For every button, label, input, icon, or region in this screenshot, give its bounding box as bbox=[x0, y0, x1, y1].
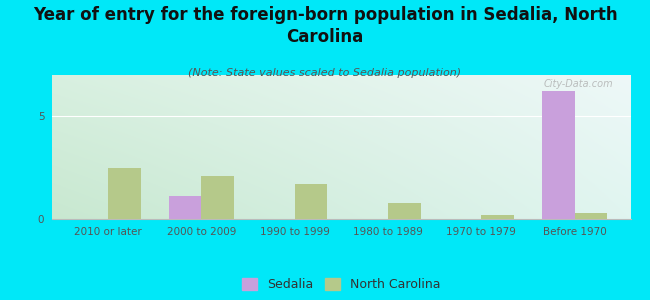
Text: City-Data.com: City-Data.com bbox=[543, 79, 613, 89]
Bar bbox=[202, 176, 234, 219]
Bar bbox=[108, 168, 140, 219]
Bar bbox=[388, 202, 421, 219]
Bar bbox=[542, 92, 575, 219]
Legend: Sedalia, North Carolina: Sedalia, North Carolina bbox=[237, 273, 446, 296]
Bar bbox=[168, 196, 202, 219]
Bar bbox=[294, 184, 327, 219]
Text: Year of entry for the foreign-born population in Sedalia, North
Carolina: Year of entry for the foreign-born popul… bbox=[32, 6, 617, 46]
Text: (Note: State values scaled to Sedalia population): (Note: State values scaled to Sedalia po… bbox=[188, 68, 462, 77]
Bar bbox=[481, 215, 514, 219]
Bar bbox=[575, 213, 607, 219]
